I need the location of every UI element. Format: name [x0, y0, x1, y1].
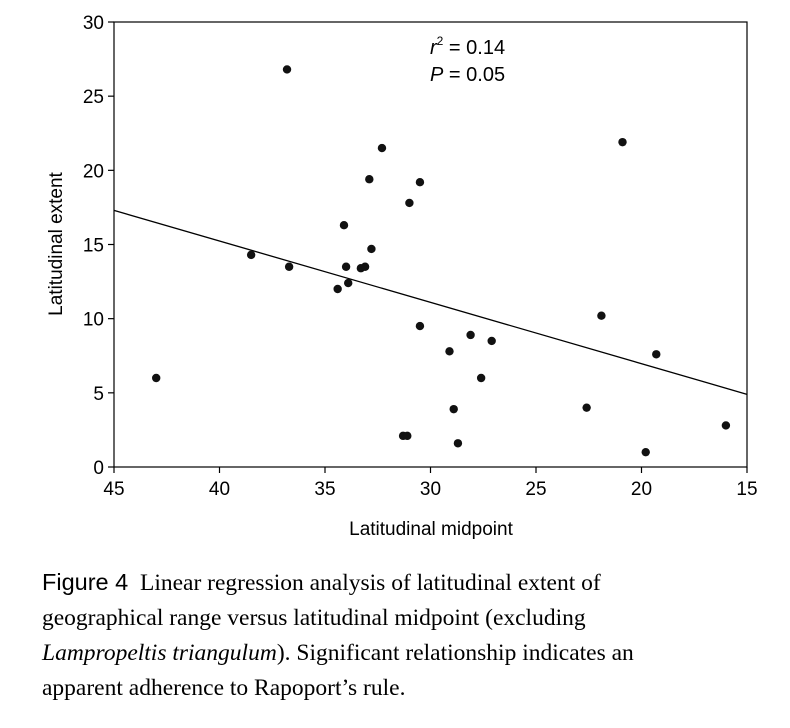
x-tick-label: 40	[209, 479, 230, 500]
regression-line-group	[113, 209, 748, 395]
r-squared-superscript: 2	[437, 34, 444, 48]
data-point	[284, 262, 294, 271]
data-point	[333, 284, 342, 294]
x-tick-label: 35	[314, 479, 335, 500]
y-tick-label: 20	[83, 161, 104, 182]
y-tick-label: 30	[83, 13, 104, 34]
plot-frame	[113, 21, 748, 468]
y-tick-label: 5	[93, 384, 104, 405]
caption-line-3: ). Significant relationship indicates an	[276, 640, 634, 666]
data-point	[377, 143, 387, 153]
data-point	[618, 137, 627, 147]
y-axis-title: Latitudinal extent	[46, 171, 67, 315]
x-tick-label: 25	[525, 479, 546, 500]
data-point	[341, 262, 351, 271]
data-point	[405, 198, 414, 208]
data-point	[367, 244, 376, 254]
data-point	[652, 350, 661, 359]
r-squared-symbol: r	[430, 37, 438, 59]
figure-label: Figure 4	[42, 569, 129, 595]
data-point	[487, 336, 496, 346]
data-point	[365, 175, 374, 184]
x-tick-label: 45	[103, 479, 124, 500]
p-symbol: P	[430, 64, 444, 86]
r-squared-value: = 0.14	[443, 37, 505, 59]
y-tick-label: 25	[83, 87, 104, 108]
data-point	[453, 439, 463, 448]
regression-line	[113, 209, 748, 395]
x-tick-label: 20	[631, 479, 652, 500]
data-point	[466, 330, 475, 340]
data-point	[344, 278, 353, 288]
x-tick-label: 30	[420, 479, 441, 500]
data-point	[582, 403, 591, 412]
data-point	[360, 262, 370, 271]
caption-line-2: geographical range versus latitudinal mi…	[42, 605, 586, 631]
axes	[113, 21, 748, 468]
p-value: = 0.05	[443, 64, 505, 86]
data-point	[721, 421, 731, 430]
caption-line-4: apparent adherence to Rapoport’s rule.	[42, 675, 406, 701]
data-point	[282, 65, 292, 74]
y-tick-label: 0	[93, 458, 104, 479]
figure-caption: Figure 4 Linear regression analysis of l…	[42, 565, 762, 706]
data-point	[476, 373, 486, 383]
x-tick-label: 15	[736, 479, 757, 500]
data-point	[246, 250, 256, 260]
caption-line-1: Linear regression analysis of latitudina…	[139, 570, 601, 596]
data-point	[403, 431, 412, 441]
scatter-chart: 45 40 35 30 25 20 15 0 5 10 15 20 25 30 Latitudinal m…	[46, 13, 758, 540]
y-tick-label: 10	[83, 310, 104, 331]
data-point	[152, 373, 161, 383]
data-point	[449, 404, 458, 414]
data-point	[597, 311, 606, 320]
ticks: 45 40 35 30 25 20 15 0 5 10 15 20 25 30	[83, 13, 758, 500]
p-value-annotation: P = 0.05	[430, 64, 505, 86]
data-point	[415, 178, 425, 187]
x-axis-title: Latitudinal midpoint	[349, 519, 513, 540]
data-point	[415, 321, 425, 331]
data-points	[152, 65, 731, 457]
r-squared-annotation: r2 = 0.14	[430, 34, 505, 59]
y-tick-label: 15	[83, 236, 104, 257]
data-point	[445, 347, 454, 356]
caption-species-name: Lampropeltis triangulum	[42, 640, 277, 666]
data-point	[641, 447, 650, 457]
data-point	[339, 221, 349, 230]
